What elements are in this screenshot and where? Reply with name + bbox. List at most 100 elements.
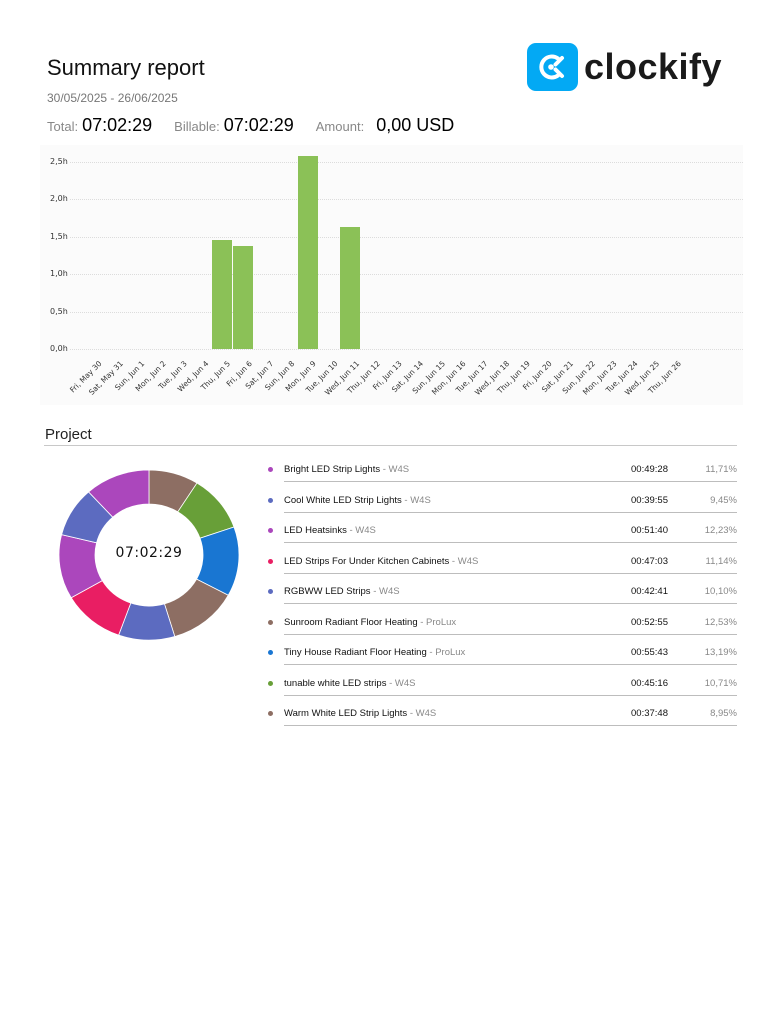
project-duration: 00:49:28 [631, 464, 668, 475]
project-row: Tiny House Radiant Floor Heating - ProLu… [262, 638, 737, 669]
total-group: Total: 07:02:29 [47, 115, 152, 136]
client-name: - W4S [370, 586, 400, 597]
project-percent: 11,71% [705, 464, 737, 475]
project-percent: 13,19% [704, 647, 737, 658]
bar[interactable] [211, 239, 232, 349]
bar[interactable] [297, 156, 318, 349]
client-name: - W4S [407, 708, 437, 719]
project-percent: 8,95% [710, 708, 737, 719]
gridline [70, 236, 743, 238]
row-divider [284, 572, 737, 574]
project-color-dot [268, 680, 273, 686]
project-color-dot [268, 711, 273, 716]
project-duration: 00:45:16 [631, 677, 668, 689]
client-name: - ProLux [417, 616, 457, 628]
project-percent: 9,45% [710, 494, 737, 506]
date-range: 30/05/2025 - 26/06/2025 [47, 91, 178, 105]
project-color-dot [268, 558, 273, 564]
client-name: - W4S [380, 464, 410, 475]
row-divider [284, 542, 737, 543]
project-percent: 10,10% [704, 586, 737, 597]
project-name: LED Strips For Under Kitchen Cabinets - … [284, 555, 479, 567]
project-donut-chart [58, 470, 240, 640]
client-name: - W4S [401, 494, 431, 506]
y-axis-tick: 0,5h [50, 306, 68, 316]
donut-slice[interactable] [88, 470, 150, 518]
y-axis-tick: 0,0h [50, 344, 68, 353]
project-duration: 00:47:03 [631, 555, 668, 567]
clockify-logo: clockify [527, 43, 722, 91]
logo-wordmark: clockify [584, 46, 723, 87]
row-divider [284, 633, 737, 635]
project-color-dot [268, 528, 273, 533]
gridline [70, 162, 743, 163]
project-duration: 00:37:48 [631, 708, 668, 719]
row-divider [284, 511, 737, 513]
client-name: - W4S [346, 525, 376, 536]
row-divider [284, 694, 737, 696]
amount-value: 0,00 USD [376, 115, 455, 135]
project-color-dot [268, 467, 273, 472]
row-divider [284, 603, 737, 604]
daily-bar-chart: 0,0h 0,5h 1,0h 1,5h 2,0h 2,5h Fri, May 30 Sat, … [40, 145, 743, 405]
project-percent: 12,23% [704, 525, 737, 536]
project-duration: 00:42:41 [631, 586, 668, 597]
row-divider [284, 481, 737, 482]
total-value: 07:02:29 [82, 115, 153, 135]
billable-value: 07:02:29 [223, 115, 294, 135]
project-row: LED Strips For Under Kitchen Cabinets - … [262, 547, 737, 578]
project-row: Bright LED Strip Lights - W4S 00:49:28 11,… [262, 455, 737, 486]
bar[interactable] [233, 245, 254, 349]
project-duration: 00:52:55 [631, 616, 668, 628]
billable-label: Billable: [174, 119, 220, 134]
amount-group: Amount: 0,00 USD [316, 115, 454, 136]
project-row: tunable white LED strips - W4S 00:45:16 10… [262, 669, 737, 700]
project-name: RGBWW LED Strips - W4S [284, 586, 400, 597]
y-axis-tick: 2,0h [50, 194, 68, 204]
project-name: Cool White LED Strip Lights - W4S [284, 494, 431, 506]
totals-bar: Total: 07:02:29 Billable: 07:02:29 Amoun… [47, 115, 476, 136]
report-title: Summary report [47, 55, 205, 80]
project-name: Sunroom Radiant Floor Heating - ProLux [284, 616, 457, 628]
total-label: Total: [47, 119, 79, 134]
section-divider [44, 445, 737, 446]
gridline [70, 311, 743, 313]
y-axis-tick: 1,0h [50, 269, 68, 279]
amount-label: Amount: [315, 119, 365, 134]
y-axis-tick: 1,5h [50, 231, 68, 241]
bar[interactable] [340, 227, 361, 349]
client-name: - W4S [386, 677, 416, 689]
project-color-dot [268, 619, 273, 625]
gridline [70, 274, 743, 276]
project-row: Warm White LED Strip Lights - W4S 00:37:4… [262, 699, 737, 730]
billable-group: Billable: 07:02:29 [174, 115, 294, 136]
project-name: tunable white LED strips - W4S [284, 677, 416, 689]
project-list: Bright LED Strip Lights - W4S 00:49:28 11,… [262, 455, 737, 730]
clockify-logo-icon [527, 43, 578, 91]
project-row: Cool White LED Strip Lights - W4S 00:39:5… [262, 486, 737, 517]
project-name: Tiny House Radiant Floor Heating - ProLu… [284, 647, 466, 658]
donut-total: 07:02:29 [115, 545, 183, 561]
project-color-dot [268, 650, 273, 655]
project-color-dot [268, 589, 273, 594]
project-duration: 00:55:43 [631, 647, 668, 658]
project-duration: 00:39:55 [631, 494, 668, 506]
project-percent: 12,53% [704, 616, 737, 628]
project-percent: 11,14% [705, 555, 737, 567]
project-percent: 10,71% [704, 677, 737, 689]
row-divider [284, 725, 737, 726]
y-axis-tick: 2,5h [50, 157, 68, 166]
row-divider [284, 664, 737, 665]
gridline [70, 349, 743, 350]
client-name: - W4S [449, 555, 479, 567]
project-row: LED Heatsinks - W4S 00:51:40 12,23% [262, 516, 737, 547]
project-name: Warm White LED Strip Lights - W4S [284, 708, 437, 719]
project-name: Bright LED Strip Lights - W4S [284, 464, 410, 475]
project-duration: 00:51:40 [631, 525, 668, 536]
gridline [70, 199, 743, 201]
project-row: RGBWW LED Strips - W4S 00:42:41 10,10% [262, 577, 737, 608]
project-section-title: Project [45, 426, 92, 443]
client-name: - ProLux [426, 647, 466, 658]
project-name: LED Heatsinks - W4S [284, 525, 376, 536]
project-color-dot [268, 497, 273, 503]
